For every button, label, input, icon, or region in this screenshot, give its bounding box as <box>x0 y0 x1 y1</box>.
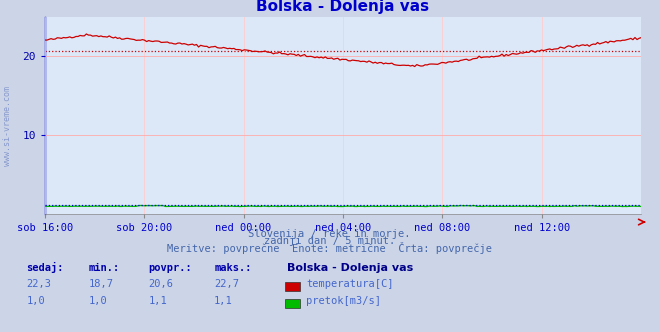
Text: 1,1: 1,1 <box>148 296 167 306</box>
Text: povpr.:: povpr.: <box>148 263 192 273</box>
Text: 18,7: 18,7 <box>89 279 114 289</box>
Text: 1,1: 1,1 <box>214 296 233 306</box>
Text: min.:: min.: <box>89 263 120 273</box>
Text: sedaj:: sedaj: <box>26 262 64 273</box>
Text: www.si-vreme.com: www.si-vreme.com <box>3 86 13 166</box>
Text: maks.:: maks.: <box>214 263 252 273</box>
Text: Meritve: povprečne  Enote: metrične  Črta: povprečje: Meritve: povprečne Enote: metrične Črta:… <box>167 242 492 254</box>
Title: Bolska - Dolenja vas: Bolska - Dolenja vas <box>256 0 430 14</box>
Text: 22,3: 22,3 <box>26 279 51 289</box>
Text: 1,0: 1,0 <box>26 296 45 306</box>
Text: 1,0: 1,0 <box>89 296 107 306</box>
Text: zadnji dan / 5 minut.: zadnji dan / 5 minut. <box>264 236 395 246</box>
Text: 20,6: 20,6 <box>148 279 173 289</box>
Text: pretok[m3/s]: pretok[m3/s] <box>306 296 382 306</box>
Text: Slovenija / reke in morje.: Slovenija / reke in morje. <box>248 229 411 239</box>
Text: 22,7: 22,7 <box>214 279 239 289</box>
Text: Bolska - Dolenja vas: Bolska - Dolenja vas <box>287 263 413 273</box>
Text: temperatura[C]: temperatura[C] <box>306 279 394 289</box>
